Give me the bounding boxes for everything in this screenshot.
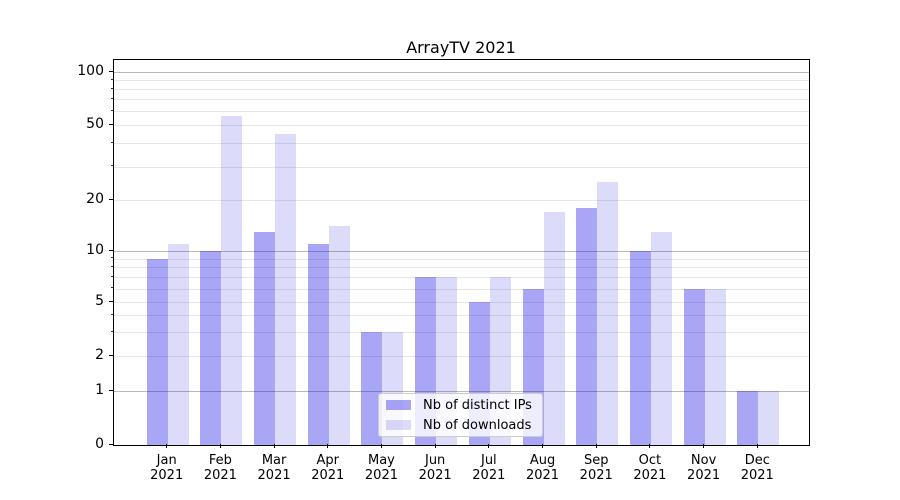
- y-minor-tick-mark: [111, 265, 113, 267]
- gridline-major: [114, 391, 809, 392]
- y-minor-tick-mark: [111, 287, 113, 289]
- x-tick-mark: [542, 444, 544, 448]
- x-tick-mark: [488, 444, 490, 448]
- y-tick-label: 2: [95, 347, 104, 363]
- gridline-minor: [114, 80, 809, 82]
- y-minor-tick-mark: [111, 313, 113, 315]
- gridline-minor: [114, 99, 809, 101]
- y-tick-mark: [109, 70, 113, 72]
- y-minor-tick-mark: [111, 165, 113, 167]
- bar-distinct-ips: [361, 332, 383, 445]
- bar-distinct-ips: [200, 251, 222, 445]
- gridline-minor: [114, 89, 809, 91]
- x-tick-mark: [166, 444, 168, 448]
- x-tick-label: May 2021: [364, 453, 398, 483]
- gridline-minor: [114, 302, 809, 303]
- x-tick-mark: [703, 444, 705, 448]
- bar-downloads: [543, 211, 565, 445]
- y-tick-mark: [109, 443, 113, 445]
- y-minor-tick-mark: [111, 78, 113, 80]
- x-tick-label: Jun 2021: [418, 453, 452, 483]
- bar-downloads: [275, 133, 297, 445]
- x-tick-mark: [273, 444, 275, 448]
- y-minor-tick-mark: [111, 257, 113, 259]
- legend-label-downloads: Nb of downloads: [423, 417, 532, 433]
- gridline-minor: [114, 143, 809, 145]
- x-tick-label: Feb 2021: [203, 453, 237, 483]
- x-tick-mark: [434, 444, 436, 448]
- x-tick-label: Mar 2021: [257, 453, 291, 483]
- y-tick-mark: [109, 123, 113, 125]
- y-tick-label: 10: [86, 242, 104, 258]
- y-minor-tick-mark: [111, 87, 113, 89]
- gridline-minor: [114, 288, 809, 290]
- gridline-major: [114, 251, 809, 252]
- x-tick-label: Nov 2021: [687, 453, 721, 483]
- gridline-minor: [114, 166, 809, 168]
- gridline-minor: [114, 315, 809, 317]
- x-tick-mark: [649, 444, 651, 448]
- x-tick-label: Sep 2021: [579, 453, 613, 483]
- x-tick-mark: [756, 444, 758, 448]
- gridline-minor: [114, 125, 809, 126]
- y-tick-mark: [109, 354, 113, 356]
- gridline-major: [114, 72, 809, 73]
- legend-row-downloads: Nb of downloads: [386, 417, 542, 433]
- bar-distinct-ips: [254, 231, 276, 445]
- bar-distinct-ips: [629, 251, 651, 445]
- y-minor-tick-mark: [111, 109, 113, 111]
- y-tick-label: 100: [77, 63, 104, 79]
- bar-downloads: [597, 181, 619, 445]
- x-tick-label: Apr 2021: [311, 453, 345, 483]
- gridline-minor: [114, 267, 809, 269]
- bar-downloads: [650, 231, 672, 445]
- legend-label-distinct-ips: Nb of distinct IPs: [423, 397, 532, 413]
- y-tick-mark: [109, 249, 113, 251]
- x-tick-mark: [595, 444, 597, 448]
- y-tick-mark: [109, 389, 113, 391]
- gridline-minor: [114, 277, 809, 279]
- x-tick-label: Jul 2021: [472, 453, 506, 483]
- bar-downloads: [221, 116, 243, 445]
- x-tick-label: Aug 2021: [525, 453, 560, 483]
- x-tick-mark: [380, 444, 382, 448]
- bar-distinct-ips: [307, 243, 329, 445]
- y-tick-label: 0: [95, 436, 104, 452]
- legend: Nb of distinct IPs Nb of downloads: [378, 393, 543, 437]
- y-tick-label: 5: [95, 293, 104, 309]
- y-tick-label: 1: [95, 382, 104, 398]
- bar-distinct-ips: [737, 391, 759, 445]
- x-tick-label: Jan 2021: [150, 453, 184, 483]
- chart-title: ArrayTV 2021: [406, 38, 516, 57]
- bar-downloads: [758, 391, 780, 445]
- bar-distinct-ips: [683, 288, 705, 445]
- y-tick-label: 20: [86, 191, 104, 207]
- y-minor-tick-mark: [111, 97, 113, 99]
- x-tick-mark: [327, 444, 329, 448]
- gridline-minor: [114, 332, 809, 334]
- bar-downloads: [167, 243, 189, 445]
- y-minor-tick-mark: [111, 141, 113, 143]
- bar-downloads: [704, 288, 726, 445]
- y-tick-mark: [109, 198, 113, 200]
- x-tick-label: Oct 2021: [633, 453, 667, 483]
- y-minor-tick-mark: [111, 330, 113, 332]
- y-minor-tick-mark: [111, 275, 113, 277]
- gridline-minor: [114, 111, 809, 113]
- gridline-minor: [114, 356, 809, 357]
- gridline-minor: [114, 258, 809, 260]
- gridline-minor: [114, 200, 809, 201]
- bar-distinct-ips: [576, 207, 598, 445]
- y-tick-mark: [109, 300, 113, 302]
- y-tick-label: 50: [86, 116, 104, 132]
- bar-downloads: [328, 226, 350, 445]
- x-tick-label: Dec 2021: [740, 453, 774, 483]
- legend-swatch-distinct-ips: [386, 400, 411, 410]
- legend-swatch-downloads: [386, 420, 411, 430]
- legend-row-distinct-ips: Nb of distinct IPs: [386, 397, 542, 413]
- bar-distinct-ips: [146, 258, 168, 445]
- x-tick-mark: [219, 444, 221, 448]
- plot-area: [113, 59, 810, 446]
